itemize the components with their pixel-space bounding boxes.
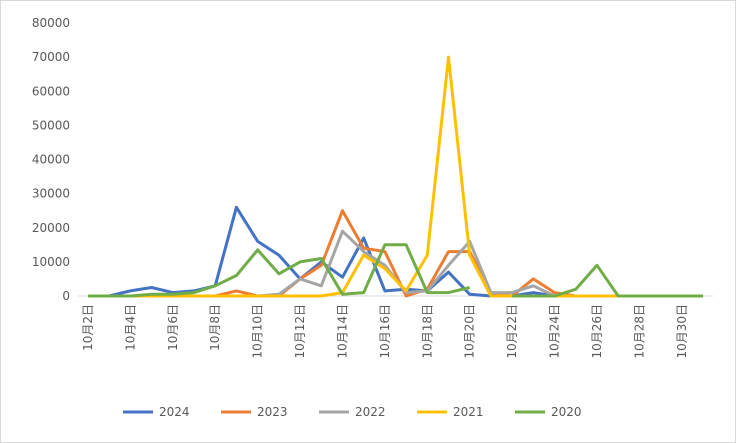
y-tick-label: 40000 <box>32 153 70 167</box>
legend-label: 2020 <box>551 405 582 419</box>
legend-label: 2022 <box>355 405 386 419</box>
y-tick-label: 80000 <box>32 16 70 30</box>
x-tick-label: 10月10日 <box>251 304 265 359</box>
series-line <box>88 243 703 298</box>
series-line <box>88 55 703 298</box>
x-tick-label: 10月28日 <box>632 304 646 359</box>
y-tick-label: 30000 <box>32 187 70 201</box>
x-tick-label: 10月14日 <box>335 304 349 359</box>
x-tick-label: 10月18日 <box>420 304 434 359</box>
x-tick-label: 10月12日 <box>293 304 307 359</box>
x-tick-label: 10月30日 <box>675 304 689 359</box>
x-tick-label: 10月16日 <box>378 304 392 359</box>
x-tick-label: 10月2日 <box>81 304 95 351</box>
x-tick-label: 10月8日 <box>208 304 222 351</box>
x-tick-label: 10月22日 <box>505 304 519 359</box>
x-tick-label: 10月26日 <box>590 304 604 359</box>
legend-label: 2024 <box>159 405 190 419</box>
y-tick-label: 60000 <box>32 84 70 98</box>
x-tick-label: 10月4日 <box>123 304 137 351</box>
legend-label: 2023 <box>257 405 288 419</box>
y-tick-label: 70000 <box>32 50 70 64</box>
legend-label: 2021 <box>453 405 484 419</box>
x-tick-label: 10月24日 <box>548 304 562 359</box>
x-tick-label: 10月20日 <box>463 304 477 359</box>
x-tick-label: 10月6日 <box>166 304 180 351</box>
y-tick-label: 10000 <box>32 255 70 269</box>
y-tick-label: 0 <box>62 289 70 303</box>
y-tick-label: 20000 <box>32 221 70 235</box>
y-tick-label: 50000 <box>32 118 70 132</box>
